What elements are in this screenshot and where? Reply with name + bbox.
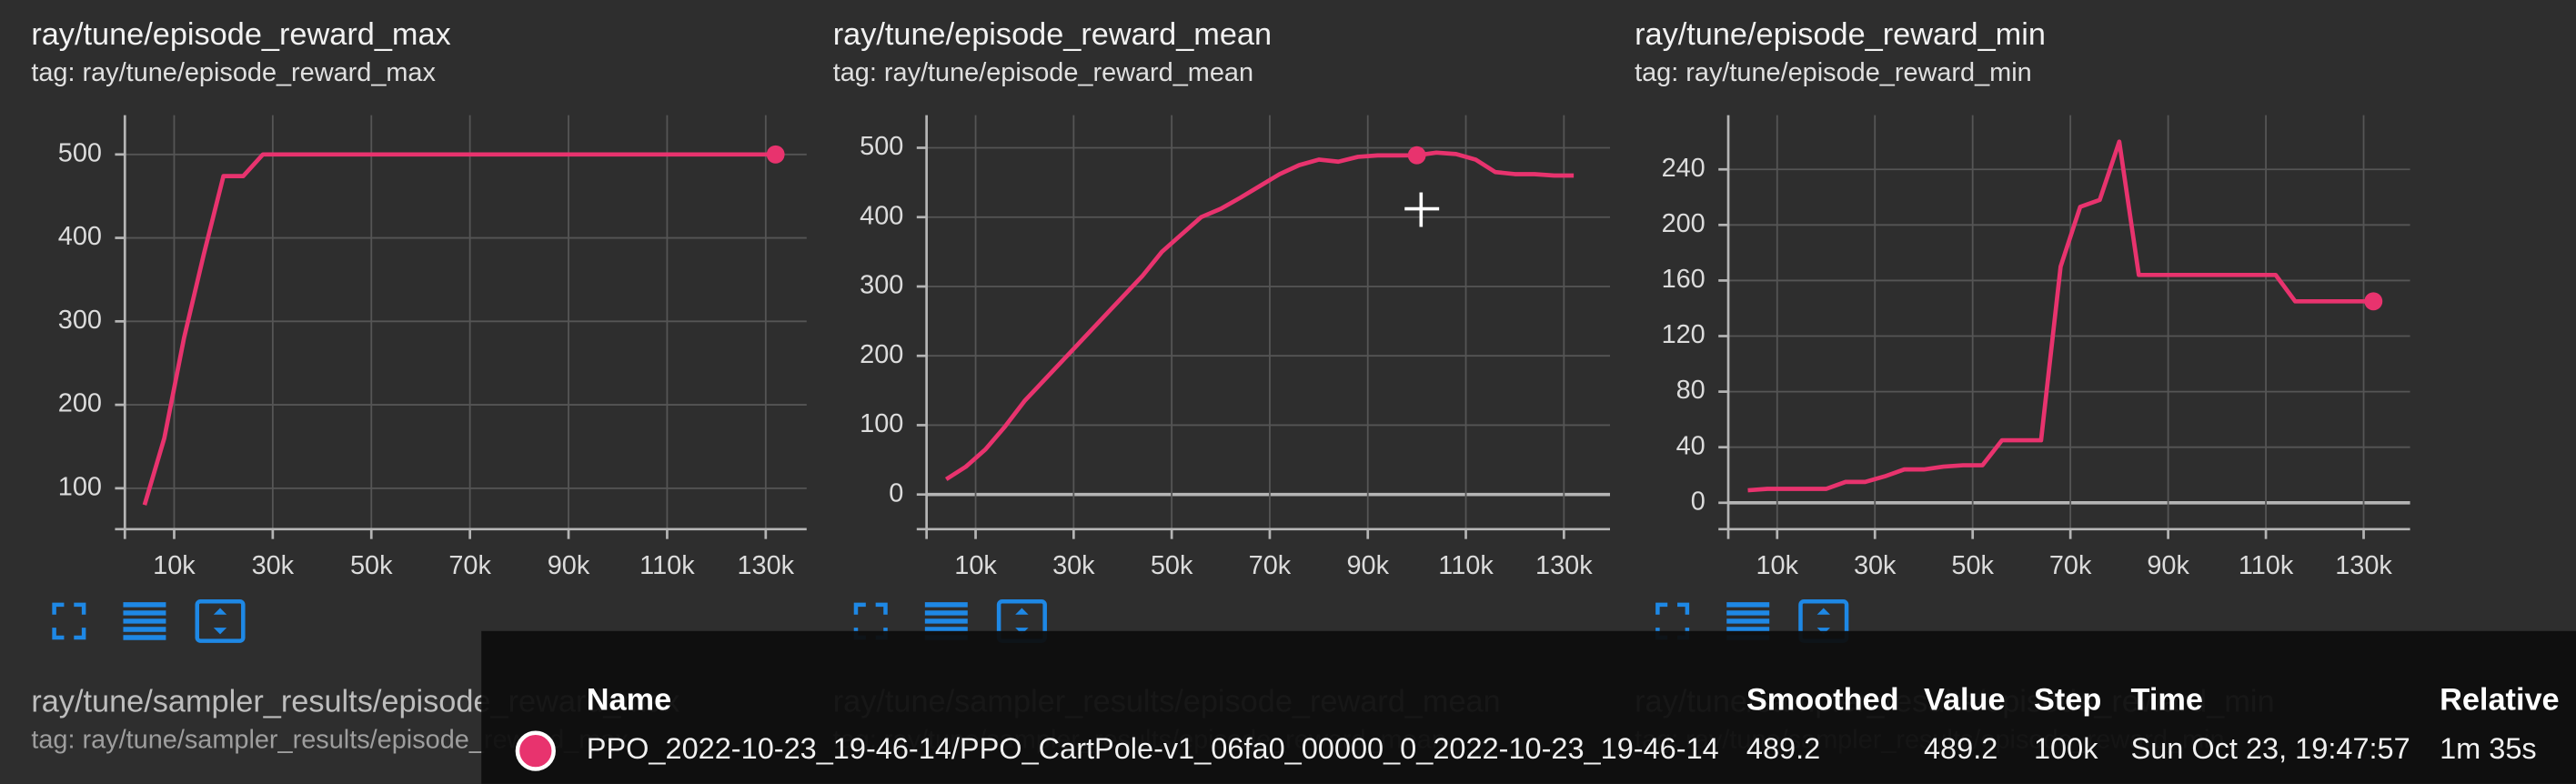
run-swatch <box>515 730 556 771</box>
column-header: Smoothed <box>1746 683 1899 718</box>
chart-title: ray/tune/episode_reward_min <box>1635 17 2046 52</box>
series-line <box>944 150 1575 481</box>
y-tick-label: 300 <box>58 306 102 335</box>
y-tick-label: 500 <box>860 132 903 161</box>
x-tick-label: 50k <box>350 551 393 580</box>
x-tick-label: 70k <box>1249 551 1292 580</box>
chart-tag: tag: ray/tune/episode_reward_mean <box>833 58 1253 87</box>
x-tick-label: 10k <box>1756 551 1798 580</box>
y-tick-label: 400 <box>58 222 102 251</box>
chart-tag: tag: ray/tune/episode_reward_min <box>1635 58 2032 87</box>
y-tick-label: 100 <box>860 409 903 438</box>
cell: Sun Oct 23, 19:47:57 <box>2131 732 2410 765</box>
y-tick-label: 80 <box>1676 376 1706 405</box>
cell: 100k <box>2034 732 2098 765</box>
x-tick-label: 90k <box>548 551 590 580</box>
y-tick-label: 200 <box>58 389 102 418</box>
chart-tag: tag: ray/tune/episode_reward_max <box>31 58 436 87</box>
fullscreen-button[interactable] <box>52 602 86 640</box>
charts: ray/tune/episode_reward_max tag: ray/tune… <box>31 17 2410 643</box>
cell: 489.2 <box>1924 732 1997 765</box>
x-tick-label: 130k <box>738 551 795 580</box>
y-tick-label: 500 <box>58 138 102 167</box>
fullscreen-button[interactable] <box>853 602 888 640</box>
y-tick-label: 40 <box>1676 431 1706 460</box>
column-header: Time <box>2131 683 2203 718</box>
y-tick-label: 300 <box>860 271 903 300</box>
y-tick-label: 200 <box>860 340 903 369</box>
x-tick-label: 10k <box>153 551 196 580</box>
y-tick-label: 0 <box>889 478 903 508</box>
cursor <box>1404 192 1440 227</box>
fit-icon <box>1816 608 1831 635</box>
x-tick-label: 50k <box>1951 551 1994 580</box>
hover-point <box>1407 146 1426 165</box>
cell: 489.2 <box>1746 732 1820 765</box>
x-tick-label: 70k <box>2049 551 2092 580</box>
x-tick-label: 50k <box>1151 551 1193 580</box>
x-tick-label: 70k <box>448 551 491 580</box>
y-tick-label: 160 <box>1662 265 1706 294</box>
toolbar <box>52 599 246 643</box>
x-tick-label: 110k <box>1438 551 1494 580</box>
cell: PPO_2022-10-23_19-46-14/PPO_CartPole-v1_… <box>587 732 1719 765</box>
x-tick-label: 90k <box>2147 551 2189 580</box>
cell: 1m 35s <box>2440 732 2537 765</box>
fit-icon <box>1015 608 1029 635</box>
x-tick-label: 30k <box>1052 551 1095 580</box>
column-header: Value <box>1924 683 2006 718</box>
data-table-button[interactable] <box>123 602 166 640</box>
y-tick-label: 100 <box>58 472 102 501</box>
x-tick-label: 110k <box>2239 551 2294 580</box>
series-line <box>142 152 776 506</box>
series-line <box>1747 139 2374 493</box>
hover-point <box>766 145 785 164</box>
y-tick-label: 120 <box>1662 320 1706 349</box>
x-tick-label: 130k <box>1535 551 1593 580</box>
column-header: Name <box>587 683 671 718</box>
x-tick-label: 30k <box>252 551 295 580</box>
x-tick-label: 110k <box>639 551 695 580</box>
fit-icon <box>213 608 227 635</box>
chart-title: ray/tune/episode_reward_max <box>31 17 450 52</box>
y-tick-label: 400 <box>860 201 903 230</box>
tooltip: Name PPO_2022-10-23_19-46-14/PPO_CartPole… <box>481 630 2576 784</box>
y-tick-label: 240 <box>1662 154 1706 183</box>
chart-title: ray/tune/episode_reward_mean <box>833 17 1272 52</box>
hover-point <box>2364 292 2383 311</box>
y-tick-label: 200 <box>1662 209 1706 238</box>
x-tick-label: 90k <box>1346 551 1389 580</box>
fit-domain-button[interactable] <box>195 599 246 643</box>
column-header: Relative <box>2440 683 2560 718</box>
fullscreen-button[interactable] <box>1655 602 1690 640</box>
tooltip-box <box>481 630 2576 784</box>
x-tick-label: 130k <box>2335 551 2392 580</box>
column-header: Step <box>2034 683 2101 718</box>
y-tick-label: 0 <box>1691 487 1706 516</box>
x-tick-label: 10k <box>954 551 997 580</box>
x-tick-label: 30k <box>1854 551 1897 580</box>
